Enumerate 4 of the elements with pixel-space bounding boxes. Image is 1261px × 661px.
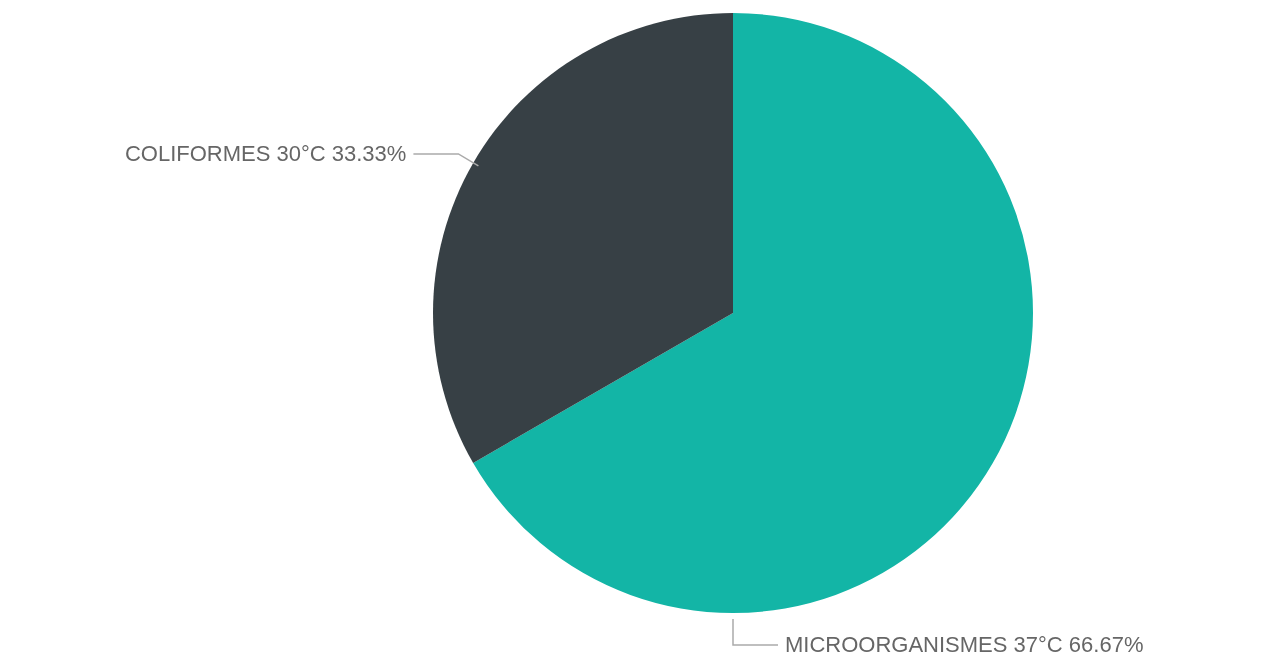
pie-slice bbox=[473, 13, 1033, 613]
slice-label: COLIFORMES 30°C 33.33% bbox=[124, 140, 407, 166]
pie-slice bbox=[433, 13, 733, 463]
slice-label: MICROORGANISMES 37°C 66.67% bbox=[785, 632, 1144, 657]
